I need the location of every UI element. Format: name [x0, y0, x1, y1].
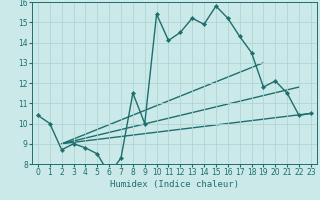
X-axis label: Humidex (Indice chaleur): Humidex (Indice chaleur)	[110, 180, 239, 189]
